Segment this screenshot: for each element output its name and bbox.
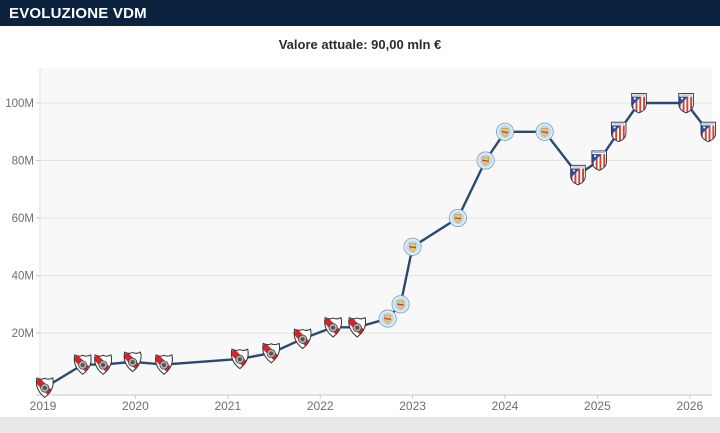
y-gridlines: 20M 40M 60M 80M 100M — [5, 98, 712, 340]
data-point-crest-atletico-madrid[interactable] — [610, 121, 627, 143]
x-axis: 2019 2020 2021 2022 2023 2024 2025 2026 — [30, 395, 703, 413]
panel-title: EVOLUZIONE VDM — [9, 4, 147, 22]
data-point-crest-river-plate[interactable] — [93, 354, 113, 375]
current-value-label: Valore attuale: 90,00 mln € — [278, 37, 442, 52]
data-point-crest-river-plate[interactable] — [73, 354, 93, 375]
x-axis-label: 2022 — [307, 399, 334, 413]
x-axis-label: 2025 — [584, 399, 611, 413]
data-point-crest-river-plate[interactable] — [154, 354, 174, 375]
data-point-crest-river-plate[interactable] — [230, 348, 250, 370]
y-axis-label: 40M — [12, 271, 34, 283]
x-axis-label: 2021 — [214, 399, 241, 413]
data-point-crest-manchester-city[interactable] — [535, 122, 554, 141]
data-point-crest-atletico-madrid[interactable] — [570, 164, 586, 186]
data-point-crest-river-plate[interactable] — [323, 316, 343, 338]
data-point-crest-river-plate[interactable] — [261, 342, 281, 364]
data-point-crest-atletico-madrid[interactable] — [631, 92, 647, 114]
data-point-crest-atletico-madrid[interactable] — [700, 121, 717, 143]
data-point-crest-manchester-city[interactable] — [378, 309, 397, 328]
data-point-crest-river-plate[interactable] — [347, 316, 367, 338]
plot-area — [40, 68, 712, 395]
x-axis-label: 2020 — [122, 399, 149, 413]
y-axis-label: 20M — [12, 328, 34, 340]
data-point-crest-manchester-city[interactable] — [495, 122, 515, 141]
data-point-crest-river-plate[interactable] — [35, 377, 55, 398]
x-axis-label: 2019 — [30, 399, 57, 413]
y-axis-label: 100M — [5, 98, 34, 110]
y-axis-label: 80M — [12, 156, 34, 168]
data-point-crest-atletico-madrid[interactable] — [591, 150, 607, 171]
data-point-crest-manchester-city[interactable] — [391, 295, 410, 314]
data-point-crest-manchester-city[interactable] — [448, 208, 467, 228]
data-point-crest-manchester-city[interactable] — [476, 151, 495, 170]
data-point-crest-manchester-city[interactable] — [403, 237, 422, 256]
x-axis-label: 2023 — [399, 399, 426, 413]
panel-header: EVOLUZIONE VDM — [0, 0, 720, 26]
data-point-crest-river-plate[interactable] — [293, 328, 313, 350]
data-point-crest-atletico-madrid[interactable] — [678, 92, 694, 114]
x-axis-label: 2024 — [492, 399, 519, 413]
y-axis-label: 60M — [12, 213, 34, 225]
bottom-strip — [0, 417, 720, 433]
x-axis-label: 2026 — [676, 399, 703, 413]
data-point-crest-river-plate[interactable] — [123, 351, 143, 373]
